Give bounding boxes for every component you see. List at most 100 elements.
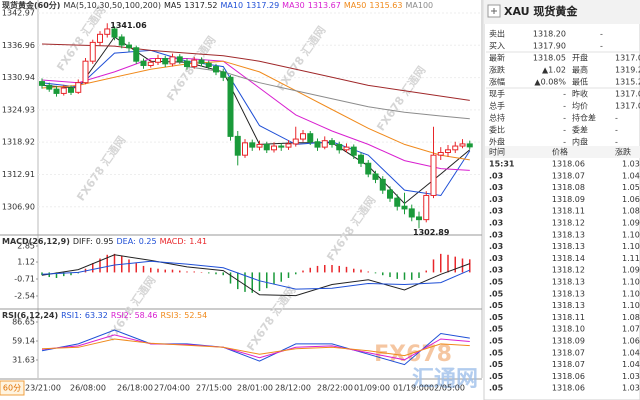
tick-change: 1.04 (622, 360, 640, 369)
tick-header: 时间 (489, 147, 505, 157)
tick-change: 1.11 (622, 254, 640, 263)
quote-label: 开盘 (572, 53, 588, 63)
candle-body (184, 60, 190, 68)
candle-body (249, 142, 256, 148)
tick-change: 1.08 (622, 207, 640, 216)
macd-bar (374, 272, 377, 274)
macd-bar (208, 272, 210, 274)
tick-price: 1318.13 (552, 230, 585, 239)
quote-label: 现手 (489, 89, 505, 99)
candle-body (430, 154, 437, 196)
candle-body (416, 216, 422, 221)
quote-label: 委比 (489, 125, 505, 135)
tick-time: 15:31 (489, 160, 515, 169)
tick-time: .03 (489, 171, 503, 180)
macd-bar (309, 267, 311, 273)
macd-bar (280, 272, 282, 282)
tick-change: 1.03 (622, 160, 640, 169)
quote-label: 涨跌 (489, 65, 505, 75)
add-icon (491, 8, 497, 14)
tick-price: 1318.09 (552, 195, 585, 204)
candle-body (365, 162, 372, 175)
tick-price: 1318.12 (552, 219, 585, 228)
macd-bar (382, 272, 384, 276)
tick-time: .05 (489, 289, 504, 298)
indicator-line (41, 254, 470, 297)
tick-price: 1318.07 (552, 348, 585, 357)
candle-body (147, 61, 154, 66)
y-tick-label: -2.54 (14, 291, 35, 300)
macd-bar (338, 265, 340, 273)
legend-value: 58.46 (135, 311, 158, 320)
tick-price: 1318.10 (552, 325, 585, 334)
macd-bar (273, 272, 275, 285)
macd-bar (447, 254, 449, 273)
quote-extra: - (600, 42, 603, 51)
legend-value: 0.95 (96, 237, 114, 246)
quote-value: - (563, 114, 566, 123)
tick-change: 1.04 (622, 171, 640, 180)
macd-bar (92, 263, 94, 273)
tick-change: 1.04 (622, 348, 640, 357)
tick-time: .03 (489, 254, 503, 263)
macd-bar (229, 272, 232, 284)
candle-body (60, 87, 67, 94)
quote-label: 最新 (489, 53, 505, 63)
legend-name: MACD: (160, 237, 187, 246)
macd-bar (200, 272, 203, 273)
candle-body (271, 145, 277, 151)
legend-value: 1317.52 (184, 1, 217, 10)
candle-body (394, 197, 401, 207)
y-tick-label: 86.65 (12, 317, 35, 326)
candle-body (111, 28, 118, 38)
candle-body (372, 173, 379, 180)
legend-value: 0.25 (139, 237, 157, 246)
macd-bar (418, 272, 420, 278)
y-tick-label: -0.71 (14, 275, 35, 284)
macd-bar (469, 259, 471, 273)
candle-body (89, 41, 96, 62)
tick-change: 1.03 (622, 372, 640, 381)
tick-price: 1318.09 (552, 337, 585, 346)
candle-body (220, 71, 227, 78)
quote-value: - (563, 126, 566, 135)
x-tick-label: 28/22:00 (317, 384, 353, 393)
high-annotation: 1341.06 (110, 21, 147, 30)
candle-body (133, 47, 140, 62)
indicator-title: 现货黄金(60分) (2, 0, 60, 10)
indicator-line (41, 49, 471, 197)
candle-body (321, 140, 328, 148)
tick-price: 1318.13 (552, 278, 585, 287)
candle-body (459, 143, 466, 147)
tick-time: .03 (489, 266, 503, 275)
macd-bar (135, 263, 137, 273)
tick-price: 1318.07 (552, 171, 585, 180)
period-button[interactable] (0, 380, 25, 396)
quote-value: - (563, 138, 566, 147)
legend-value: 1.41 (189, 237, 207, 246)
x-tick-label: 02/05:00 (429, 384, 465, 393)
candle-body (82, 60, 89, 84)
tick-price: 1318.06 (552, 160, 585, 169)
tick-time: .05 (489, 372, 504, 381)
macd-bar (251, 272, 253, 293)
candle-body (307, 133, 314, 143)
candle-body (176, 56, 183, 62)
indicator-header: RSI(6,12,24) RSI1: 63.32 RSI2: 58.46 RSI3: 52.… (2, 311, 207, 320)
tick-change: 1.08 (622, 313, 640, 322)
indicator-header: MACD(26,12,9) DIFF: 0.95 DEA: 0.25 MACD: 1.41 (2, 237, 207, 246)
macd-bar (193, 271, 195, 273)
tick-time: .03 (489, 219, 503, 228)
tick-change: 1.10 (622, 242, 640, 251)
tick-time: .05 (489, 337, 504, 346)
legend-name: RSI1: (61, 311, 82, 320)
tick-price: 1318.08 (552, 183, 585, 192)
candle-body (126, 44, 132, 49)
quote-value: ▲0.08% (534, 78, 566, 87)
candle-body (401, 205, 408, 210)
indicator-title: MACD(26,12,9) (2, 237, 70, 246)
macd-bar (403, 272, 406, 280)
indicator-line (41, 334, 470, 361)
tick-change: 1.09 (622, 219, 640, 228)
quote-extra: - (600, 30, 603, 39)
